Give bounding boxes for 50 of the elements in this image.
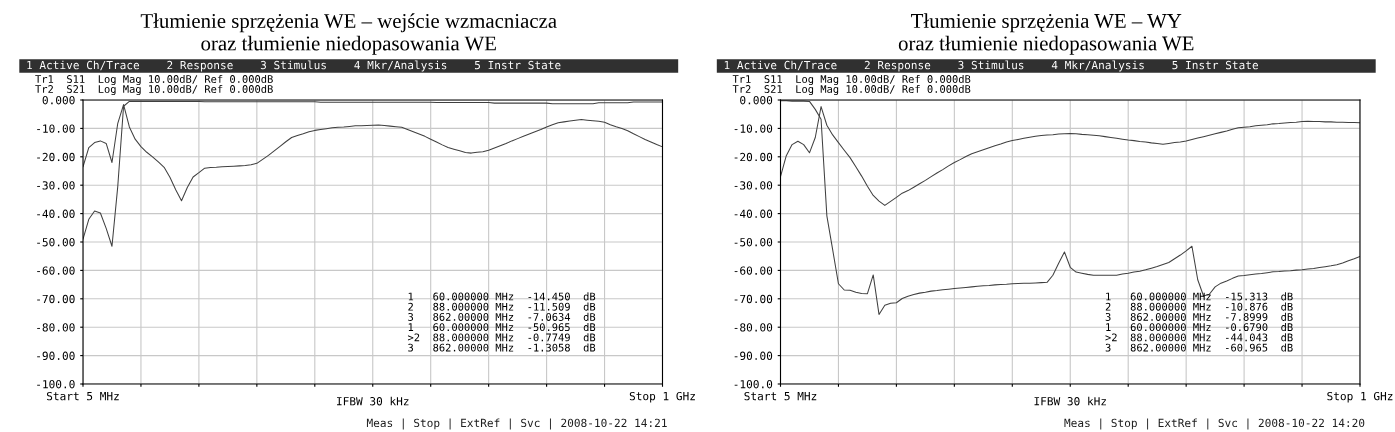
text: IFBW 30 kHz — [337, 396, 409, 406]
y-tick-label: -80.00 — [734, 323, 773, 332]
y-tick-label: -60.00 — [734, 266, 773, 275]
annotation: >2 88.000000 MHz -0.7749 dB — [407, 333, 596, 342]
text: 1 Active Ch/Trace 2 Response 3 Stimulus 4 Mkr/Analysis 5 Instr State — [724, 60, 1258, 72]
y-tick-label: -70.00 — [734, 294, 773, 304]
text: Tr2 S21 Log Mag 10.00dB/ Ref 0.000dB — [35, 84, 273, 96]
annotation: 1 60.000000 MHz -50.965 dB — [408, 323, 596, 332]
y-tick-label: 0.000 — [740, 96, 773, 105]
y-tick-label: -70.00 — [37, 294, 75, 304]
y-tick-label: -10.00 — [37, 124, 75, 133]
text: Tr1 S11 Log Mag 10.00dB/ Ref 0.000dB — [35, 74, 273, 86]
y-tick-label: -80.00 — [37, 323, 75, 332]
y-tick-label: -20.00 — [37, 152, 75, 162]
annotation: 1 60.000000 MHz -15.313 dB — [1106, 292, 1293, 301]
text: Tr2 S21 Log Mag 10.00dB/ Ref 0.000dB — [732, 84, 971, 96]
annotation: 2 88.000000 MHz -10.876 dB — [1105, 302, 1293, 311]
y-tick-label: -40.00 — [37, 209, 75, 219]
annotation: 2 88.000000 MHz -11.509 dB — [408, 302, 596, 311]
x-tick-label: Stop 1 GHz — [1327, 391, 1393, 403]
annotation: 3 862.00000 MHz -7.0634 dB — [408, 312, 596, 321]
y-tick-label: -40.00 — [734, 209, 773, 219]
annotation: 3 862.00000 MHz -1.3058 dB — [408, 343, 596, 352]
y-tick-label: -30.00 — [37, 181, 75, 190]
y-tick-label: -30.00 — [734, 181, 773, 190]
y-tick-label: 0.000 — [42, 96, 75, 105]
annotation: >2 88.000000 MHz -44.043 dB — [1105, 333, 1293, 342]
y-tick-label: -100.0 — [734, 380, 773, 389]
y-tick-label: -20.00 — [734, 152, 773, 162]
x-tick-label: Stop 1 GHz — [629, 391, 695, 403]
chart-title: Tłumienie sprzężenia WE – WY oraz tłumienie niedopasowania WE — [898, 13, 1194, 55]
annotation: 1 60.000000 MHz -14.450 dB — [408, 292, 596, 301]
text: Tr1 S11 Log Mag 10.00dB/ Ref 0.000dB — [732, 74, 971, 86]
text: Meas | Stop | ExtRef | Svc | 2008-10-22 14:20 — [1064, 418, 1365, 430]
chart-title: Tłumienie sprzężenia WE – wejście wzmacniacza oraz tłumienie niedopasowania WE — [140, 13, 557, 55]
text: 1 Active Ch/Trace 2 Response 3 Stimulus 4 Mkr/Analysis 5 Instr State — [27, 60, 561, 72]
annotation: 1 60.000000 MHz -0.6790 dB — [1106, 323, 1293, 332]
y-tick-label: -90.00 — [734, 351, 773, 361]
annotation: 3 862.00000 MHz -7.8999 dB — [1105, 312, 1293, 321]
y-tick-label: -60.00 — [37, 266, 75, 275]
y-tick-label: -90.00 — [37, 351, 75, 361]
y-tick-label: -10.00 — [734, 124, 773, 133]
y-tick-label: -50.00 — [734, 238, 773, 247]
x-tick-label: Start 5 MHz — [744, 391, 817, 401]
y-tick-label: -50.00 — [37, 238, 75, 247]
y-tick-label: -100.0 — [37, 380, 75, 389]
text: Meas | Stop | ExtRef | Svc | 2008-10-22 14:21 — [366, 418, 667, 430]
text: IFBW 30 kHz — [1034, 396, 1106, 406]
annotation: 3 862.00000 MHz -60.965 dB — [1105, 343, 1293, 352]
x-tick-label: Start 5 MHz — [46, 391, 119, 401]
